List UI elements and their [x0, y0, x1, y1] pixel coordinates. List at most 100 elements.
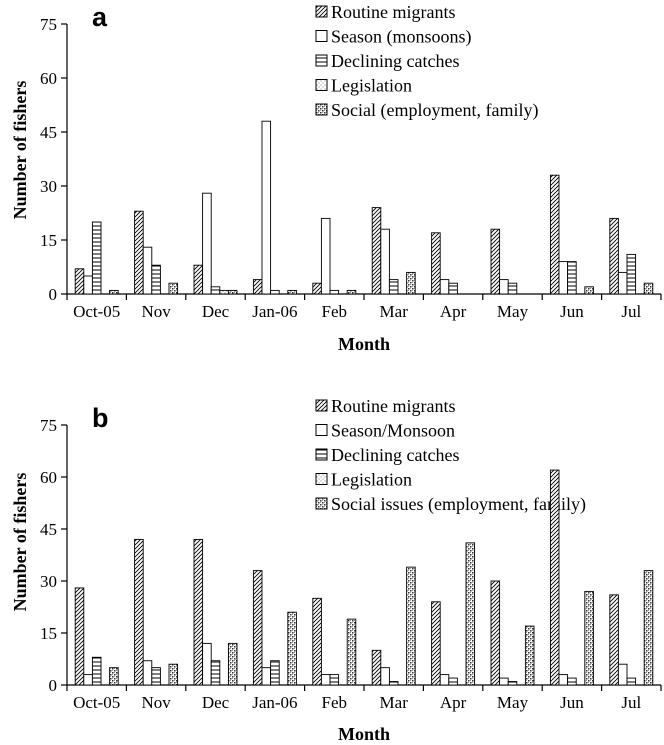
bar — [507, 282, 518, 295]
legend-swatch — [315, 399, 328, 412]
chart-panel-b: b Routine migrants Season/Monsoon Declinin… — [10, 396, 662, 744]
bar — [142, 660, 153, 686]
bar — [83, 674, 93, 686]
bar — [490, 580, 501, 686]
bar — [584, 590, 594, 686]
legend-swatch — [315, 30, 328, 42]
bar — [287, 289, 297, 295]
bar — [151, 667, 161, 686]
x-tick-label: Jan-06 — [252, 693, 297, 712]
bar — [320, 217, 331, 295]
legend-label: Season (monsoons) — [331, 27, 472, 48]
legend-label: Social issues (employment, family) — [331, 494, 586, 515]
bar — [91, 221, 102, 295]
bar — [465, 542, 476, 686]
bar — [567, 677, 577, 686]
bar — [626, 253, 637, 295]
bar — [210, 660, 221, 686]
bar — [439, 674, 450, 686]
bar — [329, 674, 340, 686]
bar — [371, 649, 382, 686]
bar — [626, 677, 637, 686]
y-tick-label: 30 — [40, 177, 57, 196]
bar — [549, 174, 560, 295]
x-axis-label: Month — [338, 334, 390, 354]
bar — [499, 677, 509, 686]
bar — [83, 275, 93, 295]
legend-label: Social (employment, family) — [331, 100, 538, 121]
x-tick-label: Apr — [440, 302, 467, 321]
legend-label: Declining catches — [331, 445, 459, 465]
legend-label: Routine migrants — [331, 2, 456, 22]
y-tick-label: 0 — [49, 676, 58, 695]
bars — [74, 120, 654, 295]
bar — [346, 618, 357, 686]
bar — [643, 570, 654, 686]
bar — [643, 282, 654, 295]
y-tick-label: 75 — [40, 416, 57, 435]
bar — [609, 594, 619, 686]
x-tick-label: Jul — [621, 693, 641, 712]
legend-swatch — [315, 497, 328, 510]
bar — [261, 120, 272, 295]
bar — [431, 601, 441, 686]
legend-swatch — [315, 424, 328, 436]
bar — [584, 286, 594, 295]
bar — [219, 289, 229, 295]
bar — [312, 597, 322, 686]
bar — [193, 538, 204, 686]
x-tick-label: Jun — [560, 302, 584, 321]
bar — [439, 279, 450, 295]
x-tick-label: Jan-06 — [252, 302, 297, 321]
y-tick-label: 30 — [40, 572, 57, 591]
bar — [270, 289, 280, 295]
bar — [329, 289, 340, 295]
bar — [524, 625, 535, 686]
bar — [168, 282, 179, 295]
bar — [388, 279, 399, 295]
bar — [388, 681, 399, 686]
bar — [210, 286, 221, 295]
bar — [134, 210, 144, 295]
legend-label: Routine migrants — [331, 396, 456, 416]
legend-swatch — [315, 473, 328, 485]
bar — [74, 587, 85, 686]
bar — [151, 264, 161, 295]
y-tick-label: 15 — [40, 624, 57, 643]
chart-panel-a: a Routine migrants Season (monsoons) Decli… — [10, 2, 662, 354]
y-tick-label: 60 — [40, 69, 57, 88]
x-axis-label: Month — [338, 724, 390, 744]
bars — [74, 469, 654, 686]
y-axis-label: Number of fishers — [10, 473, 30, 612]
bar — [74, 268, 85, 295]
bar — [549, 469, 560, 686]
panel-label: b — [92, 403, 109, 433]
bar — [202, 642, 212, 686]
x-tick-label: Mar — [380, 693, 409, 712]
legend: Routine migrants Season/Monsoon Declining … — [315, 396, 586, 515]
legend-swatch — [315, 79, 328, 91]
bar — [109, 667, 119, 686]
x-tick-label: Jun — [560, 693, 584, 712]
bar — [227, 289, 238, 295]
legend: Routine migrants Season (monsoons) Declini… — [315, 2, 538, 121]
bar — [406, 271, 416, 295]
bar — [448, 677, 458, 686]
y-axis-label: Number of fishers — [10, 81, 30, 220]
legend-label: Legislation — [331, 76, 412, 96]
legend-label: Season/Monsoon — [331, 421, 455, 441]
axes: 0 15 30 45 60 75 Oct-05 Nov Dec Jan-06 Feb Mar Apr Ma… — [40, 15, 662, 321]
bar — [227, 642, 238, 686]
bar — [252, 570, 263, 686]
bar — [431, 232, 441, 295]
y-tick-label: 60 — [40, 468, 57, 487]
bar — [609, 217, 619, 295]
x-tick-label: Dec — [202, 302, 230, 321]
bar — [202, 192, 212, 295]
legend-swatch — [315, 448, 328, 461]
panel-label: a — [92, 2, 108, 32]
bar — [134, 538, 144, 686]
legend-label: Declining catches — [331, 51, 459, 71]
bar — [448, 282, 458, 295]
bar — [312, 282, 322, 295]
